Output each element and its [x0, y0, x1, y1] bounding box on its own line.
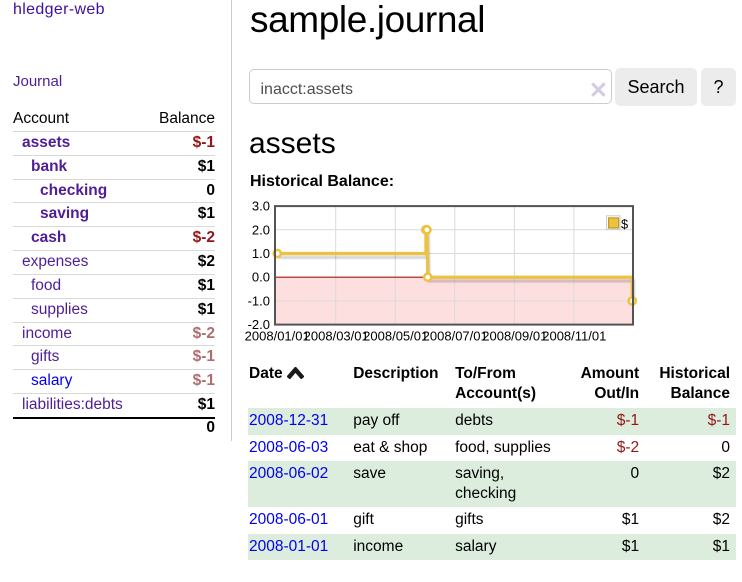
- svg-text:2008/11/01: 2008/11/01: [542, 329, 606, 344]
- svg-text:-2.0: -2.0: [248, 317, 270, 332]
- svg-text:0.0: 0.0: [252, 270, 270, 285]
- svg-text:-1.0: -1.0: [248, 293, 270, 308]
- svg-text:2008/07/01: 2008/07/01: [423, 329, 488, 344]
- svg-text:2008/09/01: 2008/09/01: [482, 329, 547, 344]
- svg-text:2.0: 2.0: [252, 222, 270, 237]
- svg-text:$: $: [621, 216, 628, 231]
- svg-text:2008/05/01: 2008/05/01: [363, 329, 428, 344]
- svg-text:2008/03/01: 2008/03/01: [304, 329, 369, 344]
- svg-text:2008/01/01: 2008/01/01: [245, 329, 310, 344]
- svg-text:3.0: 3.0: [252, 199, 270, 214]
- svg-text:1.0: 1.0: [252, 246, 270, 261]
